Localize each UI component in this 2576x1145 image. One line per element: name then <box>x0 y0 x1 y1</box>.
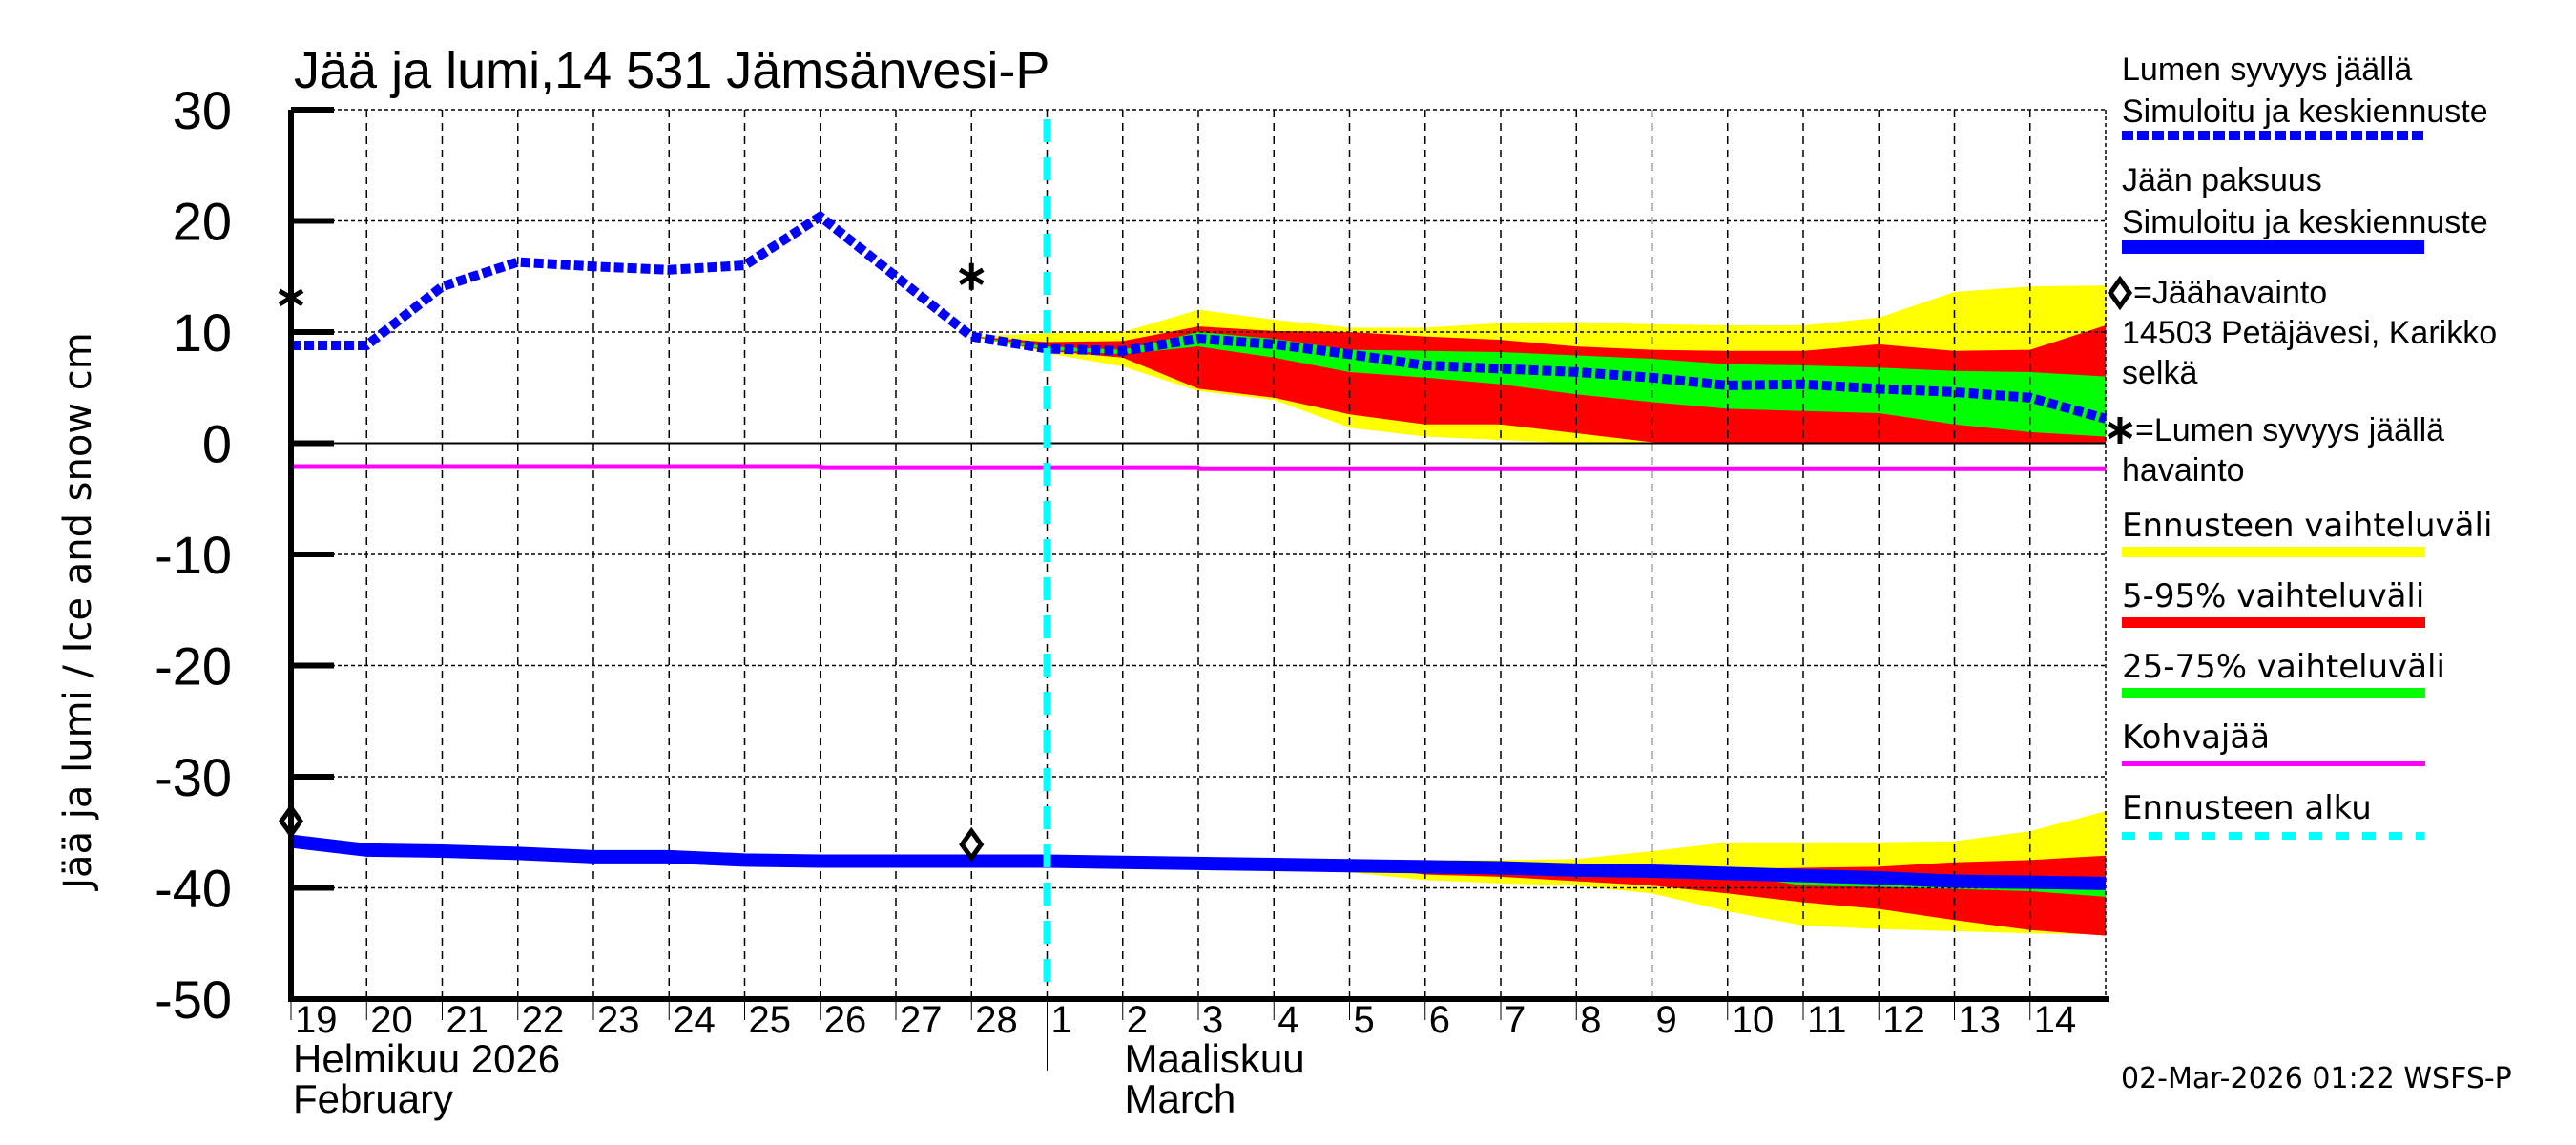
legend-ice-obs-line3: selkä <box>2122 355 2197 391</box>
x-tick-label: 23 <box>597 999 640 1041</box>
y-tick-label: -30 <box>155 747 232 807</box>
y-tick-label: 20 <box>173 192 232 252</box>
x-tick-label: 11 <box>1807 999 1847 1041</box>
legend-snow-obs-line1: =Lumen syvyys jäällä <box>2135 412 2444 448</box>
x-tick-label: 22 <box>522 999 565 1041</box>
x-tick-label: 4 <box>1278 999 1298 1041</box>
snow-25-75-band <box>971 332 2106 437</box>
legend: Lumen syvyys jäällä Simuloitu ja keskien… <box>2107 52 2497 840</box>
x-tick-label: 3 <box>1202 999 1223 1041</box>
x-tick-label: 19 <box>295 999 338 1041</box>
legend-range-label: Ennusteen vaihteluväli <box>2122 507 2492 545</box>
series-lines <box>278 119 2108 999</box>
legend-slush-swatch <box>2122 761 2425 766</box>
slush-line <box>291 464 2106 471</box>
x-tick-label: 7 <box>1505 999 1526 1041</box>
axes <box>288 107 2109 1071</box>
x-tick-label: 5 <box>1354 999 1375 1041</box>
x-tick-label: 21 <box>447 999 489 1041</box>
x-tick-label: 14 <box>2034 999 2077 1041</box>
snow-depth-line <box>291 210 2108 424</box>
forecast-bands <box>971 285 2106 936</box>
snow-observation-marker <box>958 262 985 290</box>
x-tick-label: 8 <box>1580 999 1601 1041</box>
y-tick-label: -10 <box>155 525 232 585</box>
y-tick-label: 10 <box>173 302 232 363</box>
x-tick-label: 25 <box>749 999 792 1041</box>
legend-25-75-label: 25-75% vaihteluväli <box>2122 648 2445 686</box>
legend-range-swatch <box>2122 547 2425 557</box>
legend-slush-label: Kohvajää <box>2122 718 2270 757</box>
x-tick-label: 24 <box>673 999 716 1041</box>
chart-title: Jää ja lumi,14 531 Jämsänvesi-P <box>294 42 1049 99</box>
x-tick-label: 9 <box>1656 999 1677 1041</box>
y-axis-label: Jää ja lumi / Ice and snow cm <box>56 332 100 891</box>
x-tick-label: 1 <box>1051 999 1072 1041</box>
month-label-english: March <box>1125 1076 1236 1121</box>
x-tick-label: 10 <box>1732 999 1775 1041</box>
x-tick-label: 6 <box>1429 999 1450 1041</box>
legend-forecast-start-label: Ennusteen alku <box>2122 789 2372 827</box>
month-label-english: February <box>293 1076 453 1121</box>
month-label: Helmikuu 2026 <box>293 1036 560 1081</box>
legend-25-75-swatch <box>2122 688 2425 698</box>
legend-ice-obs-line2: 14503 Petäjävesi, Karikko <box>2122 315 2497 351</box>
y-tick-label: -50 <box>155 969 232 1030</box>
snow-observation-stroke <box>958 267 985 285</box>
legend-snow-obs-line2: havainto <box>2122 452 2245 489</box>
x-tick-label: 2 <box>1127 999 1148 1041</box>
grid <box>291 109 2107 999</box>
x-tick-label: 13 <box>1959 999 2002 1041</box>
y-tick-label: -20 <box>155 636 232 697</box>
y-tick-label: 0 <box>202 414 232 474</box>
y-tick-label: 30 <box>173 80 232 140</box>
month-label: Maaliskuu <box>1125 1036 1305 1081</box>
legend-ice-obs-line1: =Jäähavainto <box>2133 275 2327 311</box>
diamond-icon <box>2107 275 2133 311</box>
y-tick-label: -40 <box>155 859 232 919</box>
legend-ice-swatch <box>2122 240 2424 254</box>
x-tick-label: 26 <box>824 999 867 1041</box>
legend-ice-line2: Simuloitu ja keskiennuste <box>2122 204 2488 240</box>
ice-observation-marker <box>959 826 985 863</box>
x-tick-label: 27 <box>900 999 943 1041</box>
x-tick-label: 12 <box>1882 999 1925 1041</box>
legend-5-95-label: 5-95% vaihteluväli <box>2122 577 2424 615</box>
x-tick-label: 28 <box>975 999 1018 1041</box>
ice-thickness-line <box>290 834 2107 890</box>
footer-timestamp: 02-Mar-2026 01:22 WSFS-P <box>2121 1062 2512 1095</box>
asterisk-icon <box>2107 417 2133 444</box>
legend-snow-line2: Simuloitu ja keskiennuste <box>2122 94 2488 130</box>
legend-ice-line1: Jään paksuus <box>2122 162 2322 198</box>
x-tick-label: 20 <box>370 999 413 1041</box>
legend-snow-line1: Lumen syvyys jäällä <box>2122 52 2412 88</box>
legend-5-95-swatch <box>2122 617 2425 628</box>
